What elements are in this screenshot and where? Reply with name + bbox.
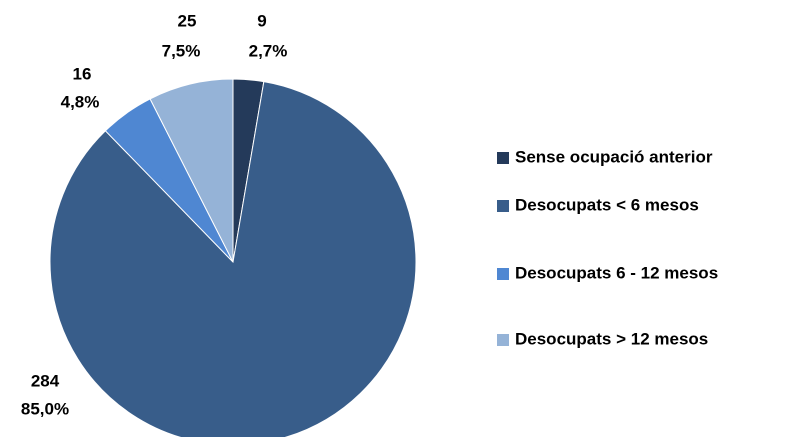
percent-label: 4,8%: [61, 92, 100, 111]
percent-label: 85,0%: [21, 399, 69, 418]
data-label: 9: [257, 11, 266, 30]
legend-label: Desocupats > 12 mesos: [515, 329, 708, 348]
legend-label: Desocupats < 6 mesos: [515, 195, 699, 214]
percent-label: 7,5%: [162, 41, 201, 60]
legend-swatch: [497, 200, 509, 212]
legend-label: Sense ocupació anterior: [515, 147, 713, 166]
pie-slice: [149, 78, 234, 263]
legend-label: Desocupats 6 - 12 mesos: [515, 263, 718, 282]
data-label: 16: [73, 64, 92, 83]
data-label: 25: [178, 11, 197, 30]
legend-swatch: [497, 152, 509, 164]
data-label: 284: [31, 371, 60, 390]
legend-swatch: [497, 334, 509, 346]
legend-swatch: [497, 268, 509, 280]
percent-label: 2,7%: [249, 41, 288, 60]
